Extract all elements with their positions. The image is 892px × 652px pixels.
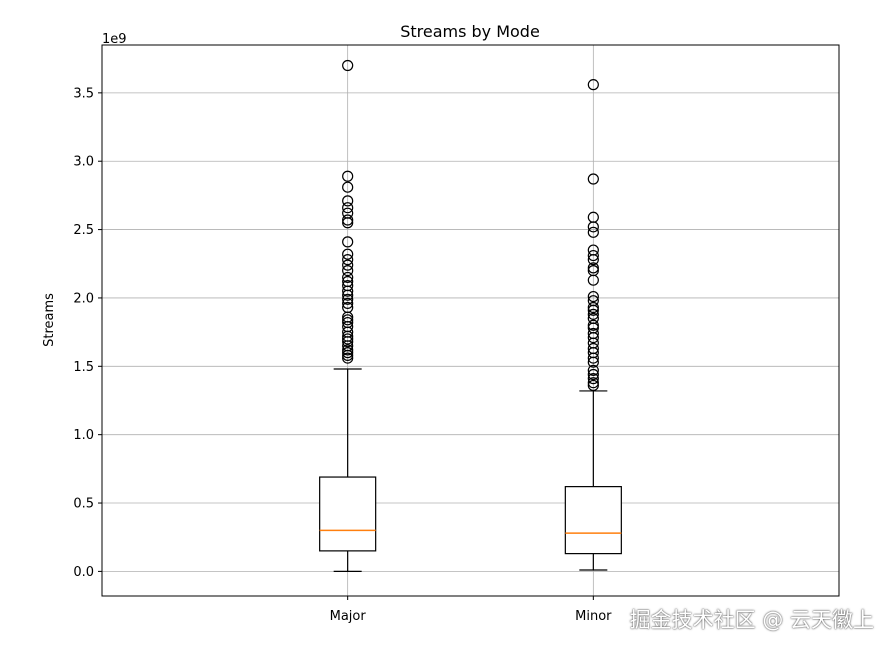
outlier-point [342, 280, 354, 292]
y-tick-label: 3.5 [73, 86, 94, 101]
outlier-point [342, 254, 354, 266]
outlier-point [342, 214, 354, 226]
chart-title: Streams by Mode [400, 22, 540, 41]
outlier-point [342, 59, 354, 72]
outlier-point [587, 249, 599, 262]
outlier-point [587, 301, 599, 314]
x-tick-label: Major [330, 609, 367, 624]
outlier-point [342, 301, 354, 314]
outlier-point [587, 377, 599, 389]
outlier-point [342, 316, 354, 329]
outlier-point [587, 262, 599, 274]
outlier-point [587, 290, 599, 303]
outlier-point [587, 319, 599, 331]
outlier-point [587, 364, 599, 377]
outlier-point [342, 271, 354, 284]
outlier-point [342, 236, 354, 248]
y-tick-label: 1.5 [73, 360, 94, 375]
outlier-point [587, 211, 599, 223]
outlier-point [342, 264, 354, 277]
y-tick-label: 2.5 [73, 223, 94, 238]
outlier-point [587, 308, 599, 320]
y-tick-label: 2.0 [73, 291, 94, 306]
watermark: 掘金技术社区 @ 云天徽上 [629, 608, 874, 632]
outlier-point [342, 297, 354, 310]
x-tick-label: Minor [575, 609, 612, 624]
y-tick-label: 0.5 [73, 497, 94, 512]
outlier-point [587, 79, 599, 91]
outlier-point [587, 379, 599, 392]
outlier-point [342, 202, 354, 214]
box-major [319, 59, 377, 572]
outlier-point [587, 264, 599, 277]
plot-frame [101, 44, 840, 597]
iqr-box [564, 486, 622, 555]
outlier-point [342, 207, 354, 219]
outlier-point [587, 327, 599, 340]
outlier-point [587, 173, 599, 185]
y-tick-label: 1.0 [73, 428, 94, 443]
y-scale-label: 1e9 [102, 32, 127, 47]
outlier-point [342, 181, 354, 193]
outlier-point [342, 259, 354, 271]
outlier-point [587, 295, 599, 307]
y-tick-label: 3.0 [73, 155, 94, 170]
iqr-box [319, 476, 377, 552]
outlier-point [587, 373, 599, 385]
outlier-point [587, 368, 599, 381]
grid-lines [102, 45, 839, 596]
outlier-point [342, 293, 354, 305]
outlier-point [587, 226, 599, 238]
outlier-point [342, 352, 354, 364]
outlier-point [342, 195, 354, 207]
outlier-point [342, 275, 354, 288]
outlier-point [342, 347, 354, 359]
outlier-point [587, 244, 599, 256]
outlier-point [342, 314, 354, 326]
outlier-point [587, 312, 599, 325]
outlier-point [587, 342, 599, 355]
box-minor [564, 79, 622, 571]
outlier-point [342, 170, 354, 182]
box-plots [319, 59, 622, 572]
outlier-point [342, 248, 354, 260]
outlier-point [342, 333, 354, 345]
outlier-point [342, 344, 354, 356]
y-tick-label: 0.0 [73, 565, 94, 580]
axis-ticks: 0.0 0.5 1.0 1.5 2.0 2.5 3.0 3.5 Major Minor [73, 86, 612, 624]
y-axis-label: Streams [42, 293, 57, 347]
